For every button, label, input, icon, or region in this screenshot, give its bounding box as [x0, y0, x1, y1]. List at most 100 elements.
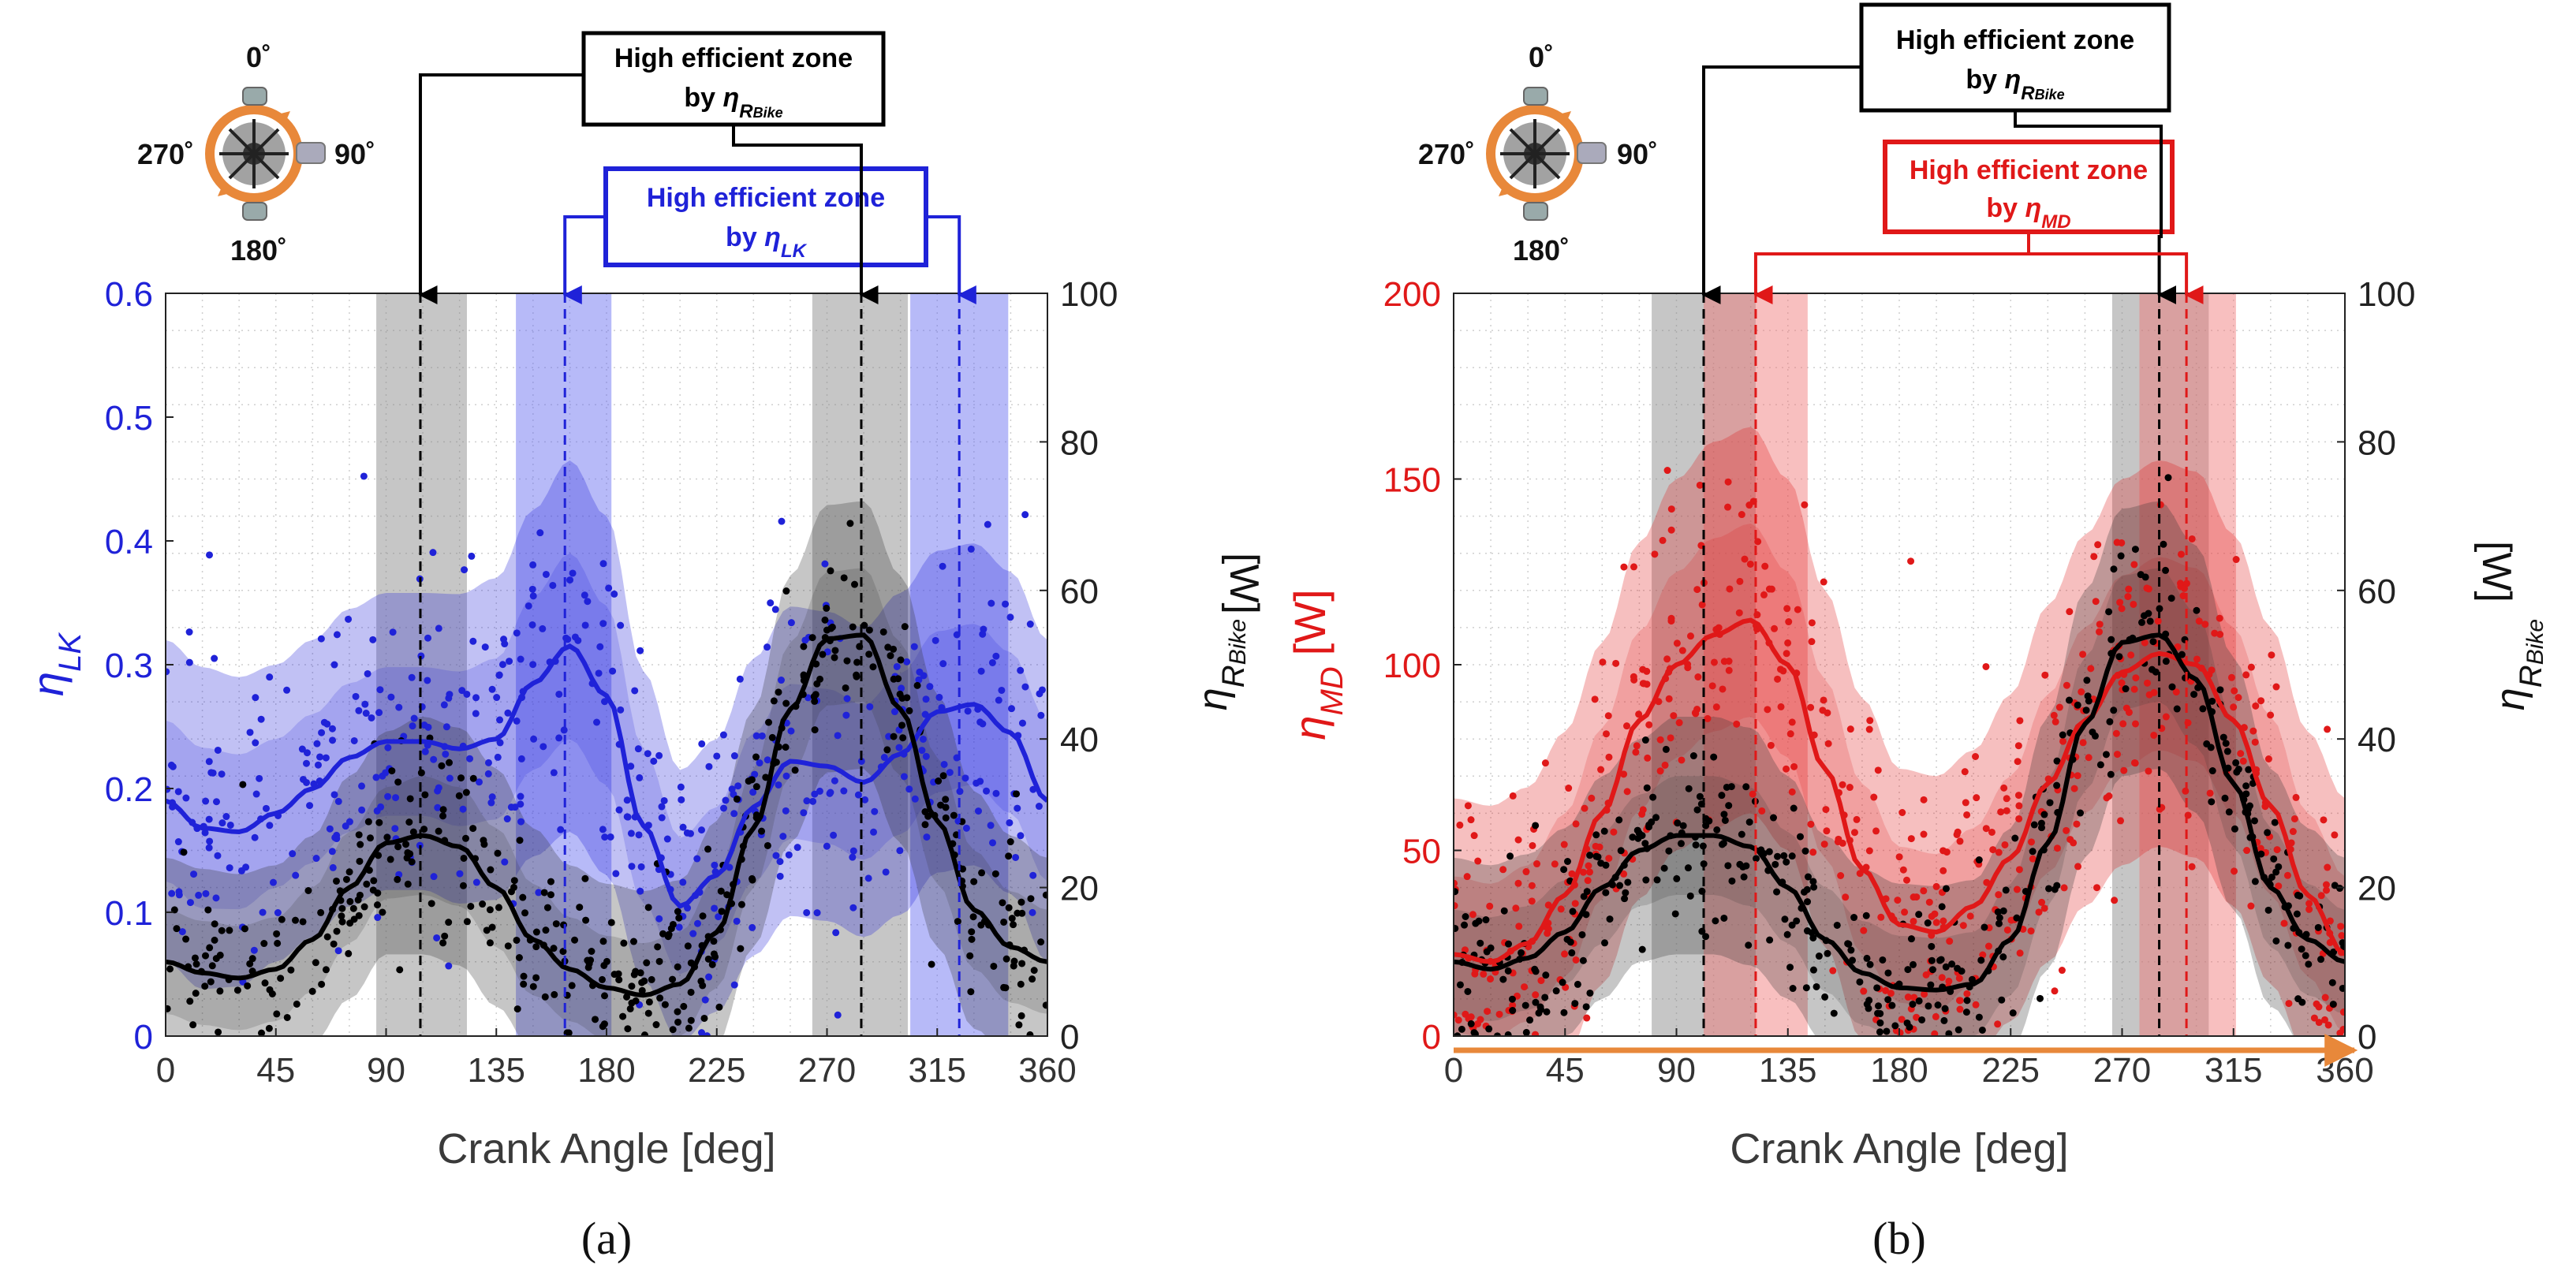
data-point	[1536, 1003, 1544, 1011]
callout-arrows-a	[418, 73, 976, 304]
data-point	[2124, 593, 2132, 601]
data-point	[536, 529, 544, 537]
data-point	[984, 520, 991, 528]
data-point	[1856, 978, 1864, 986]
data-point	[202, 889, 210, 897]
data-point	[1620, 770, 1628, 778]
data-point	[1823, 827, 1831, 835]
data-point	[2059, 731, 2066, 739]
data-point	[469, 637, 477, 645]
data-point	[1781, 915, 1789, 923]
data-point	[2150, 688, 2158, 696]
data-point	[2003, 807, 2010, 815]
data-point	[733, 917, 741, 925]
data-point	[185, 628, 193, 636]
data-point	[595, 669, 603, 677]
data-point	[273, 1010, 281, 1018]
data-point	[2116, 598, 2124, 606]
right-tick-label: 100	[1060, 275, 1118, 314]
data-point	[1821, 993, 1829, 1001]
data-point	[2149, 638, 2157, 646]
data-point	[2074, 772, 2081, 780]
data-point	[1770, 814, 1778, 822]
data-point	[922, 695, 930, 703]
data-point	[566, 576, 574, 584]
left-tick-label: 50	[1402, 833, 1441, 871]
data-point	[233, 986, 241, 994]
right-axis-unit-b: [W]	[2473, 541, 2519, 602]
data-point	[2035, 908, 2043, 916]
data-point	[266, 673, 274, 681]
data-point	[392, 794, 400, 802]
data-point	[2292, 793, 2300, 801]
data-point	[298, 745, 306, 753]
data-point	[770, 697, 778, 705]
data-point	[1656, 767, 1664, 775]
data-point	[192, 990, 200, 997]
data-point	[289, 850, 297, 858]
data-point	[1850, 914, 1858, 922]
data-point	[2321, 994, 2329, 1001]
data-point	[1940, 1016, 1948, 1024]
data-point	[405, 818, 413, 826]
fit-line-η_MD	[1454, 617, 2345, 964]
data-point	[1670, 712, 1678, 720]
data-point	[918, 747, 926, 755]
data-point	[1667, 526, 1675, 534]
data-point	[550, 769, 558, 777]
data-point	[1579, 956, 1587, 964]
data-point	[303, 749, 311, 757]
data-point	[905, 785, 913, 793]
panel-b: 0 45 90 135 180 225 270 315 360 0 50 100 150 200 0 20…	[1285, 2, 2548, 1264]
data-point	[1454, 902, 1458, 910]
data-point	[861, 796, 869, 803]
data-point	[1653, 876, 1661, 884]
svg-text:0˚: 0˚	[1529, 41, 1554, 73]
data-point	[1994, 1020, 2002, 1028]
data-point	[628, 863, 636, 871]
data-point	[555, 690, 563, 698]
data-point	[323, 720, 331, 728]
data-point	[1846, 725, 1854, 733]
data-point	[2225, 808, 2233, 816]
data-point	[2313, 1000, 2320, 1008]
data-point	[2206, 789, 2214, 797]
data-point	[1533, 860, 1541, 868]
data-point	[661, 1001, 669, 1008]
data-point	[1984, 942, 1992, 950]
data-point	[898, 721, 906, 729]
data-point	[1948, 960, 1956, 968]
data-point	[665, 930, 673, 938]
data-point	[2324, 863, 2331, 871]
data-point	[1583, 1014, 1591, 1022]
data-point	[2106, 718, 2114, 725]
data-point	[1741, 555, 1749, 563]
data-point	[1013, 790, 1021, 798]
data-point	[1462, 912, 1469, 920]
data-point	[674, 908, 681, 915]
data-point	[1829, 967, 1837, 975]
data-point	[2264, 755, 2272, 762]
data-point	[1866, 717, 1874, 725]
data-point	[1010, 921, 1017, 929]
data-point	[2027, 927, 2035, 935]
data-point	[675, 914, 683, 922]
data-point	[484, 759, 492, 766]
left-tick-label: 0.6	[105, 275, 153, 314]
data-point	[375, 709, 383, 717]
data-point	[655, 957, 663, 965]
data-point	[1622, 889, 1630, 897]
data-point	[1789, 985, 1797, 993]
data-point	[541, 993, 549, 1001]
data-point	[248, 955, 256, 963]
data-point	[368, 714, 375, 721]
data-point	[1612, 659, 1620, 667]
data-point	[2046, 799, 2054, 807]
data-point	[2322, 886, 2330, 894]
data-point	[1875, 1002, 1883, 1010]
data-point	[1725, 802, 1733, 810]
data-point	[463, 690, 471, 698]
data-point	[782, 807, 790, 815]
data-point	[1764, 706, 1771, 714]
data-point	[2257, 844, 2264, 852]
